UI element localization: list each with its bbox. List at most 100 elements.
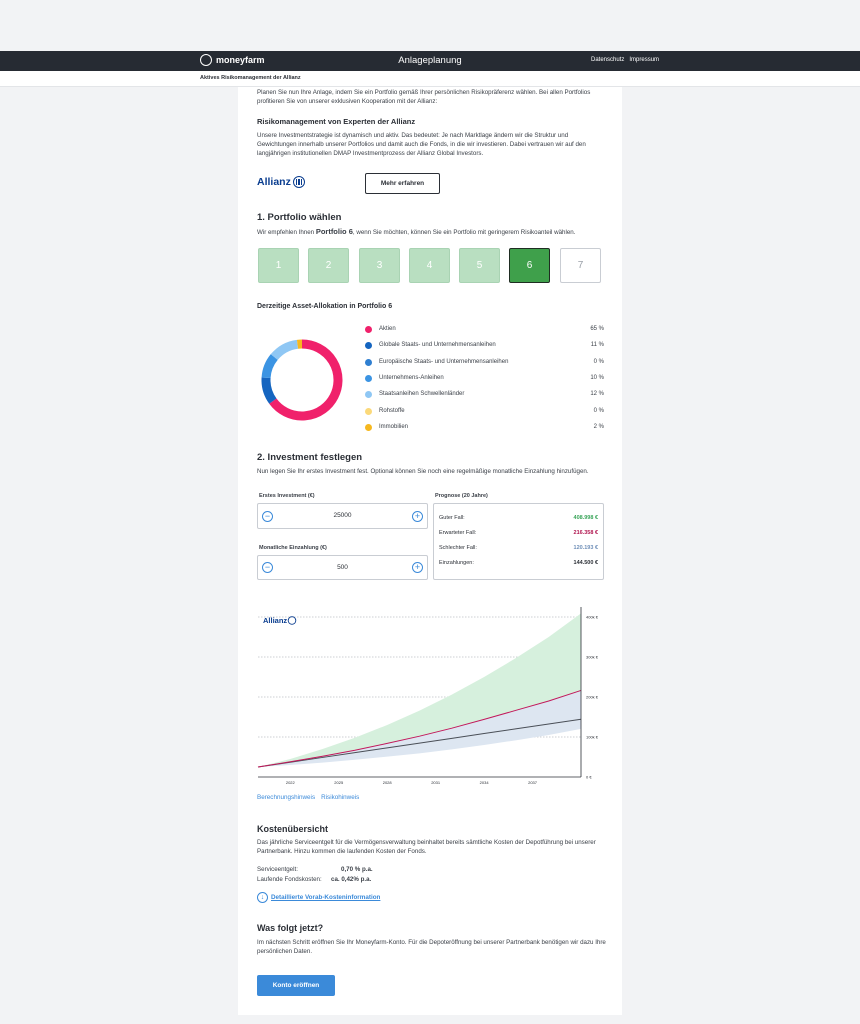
- sub-header: Aktives Risikomanagement der Allianz: [0, 71, 860, 87]
- risk-management-text: Unsere Investmentstrategie ist dynamisch…: [257, 132, 586, 158]
- portfolio-heading: 1. Portfolio wählen: [257, 212, 342, 223]
- forecast-row: Einzahlungen: 144.500 €: [439, 560, 598, 569]
- allocation-percent: 11 %: [590, 342, 604, 349]
- intro-text: Planen Sie nun Ihre Anlage, indem Sie ei…: [257, 89, 591, 106]
- impressum-link[interactable]: Impressum: [629, 57, 660, 63]
- donut-slice: [270, 339, 299, 361]
- brand-name: moneyfarm: [216, 55, 265, 65]
- allocation-row: Rohstoffe 0 %: [365, 407, 604, 417]
- service-fee-value: 0,70 % p.a.: [341, 866, 373, 873]
- portfolio-option-4[interactable]: 4: [409, 248, 450, 283]
- donut-slice: [269, 339, 343, 421]
- forecast-label: Guter Fall:: [439, 515, 465, 521]
- forecast-box: Guter Fall: 408.998 € Erwarteter Fall: 216.…: [433, 503, 604, 580]
- allianz-eagle-icon: [292, 176, 305, 188]
- donut-slice: [261, 354, 278, 379]
- risikohinweis-link[interactable]: Risikohinweis: [321, 794, 360, 801]
- recommended-portfolio: Portfolio 6: [315, 227, 353, 236]
- allocation-label: Immobilien: [379, 423, 409, 430]
- portfolio-option-7[interactable]: 7: [560, 248, 601, 283]
- berechnungshinweis-link[interactable]: Berechnungshinweis: [257, 794, 316, 801]
- cost-information-link[interactable]: Detaillierte Vorab-Kosteninformation: [271, 894, 381, 901]
- datenschutz-link[interactable]: Datenschutz: [591, 57, 625, 63]
- chart-deposits-line: [257, 718, 582, 768]
- allocation-color-dot: [365, 407, 372, 415]
- forecast-row: Erwarteter Fall: 216.358 €: [439, 530, 598, 539]
- allocation-row: Globale Staats- und Unternehmensanleihen…: [365, 341, 604, 351]
- next-steps-text: Im nächsten Schritt eröffnen Sie Ihr Mon…: [257, 939, 606, 956]
- allianz-logo: Allianz: [257, 176, 305, 188]
- allocation-row: Staatsanleihen Schwellenländer 12 %: [365, 390, 604, 400]
- monthly-deposit-stepper: − 500 +: [257, 555, 428, 580]
- forecast-label: Erwarteter Fall:: [439, 530, 477, 536]
- cost-heading: Kostenübersicht: [257, 824, 329, 834]
- allocation-color-dot: [365, 358, 372, 366]
- chart-allianz-eagle-icon: [287, 616, 297, 625]
- chart-x-tick-label: 2034: [480, 780, 490, 785]
- portfolio-option-1[interactable]: 1: [258, 248, 299, 283]
- allocation-color-dot: [365, 423, 372, 431]
- cost-download[interactable]: ↓ Detaillierte Vorab-Kosteninformation: [257, 892, 380, 903]
- chart-x-tick-label: 2022: [286, 780, 296, 785]
- allocation-color-dot: [365, 391, 372, 399]
- monthly-deposit-minus-icon[interactable]: −: [262, 562, 273, 573]
- forecast-label: Prognose (20 Jahre): [435, 493, 488, 499]
- forecast-row: Guter Fall: 408.998 €: [439, 515, 598, 524]
- forecast-row: Schlechter Fall: 120.193 €: [439, 545, 598, 554]
- first-investment-value[interactable]: 25000: [333, 512, 352, 519]
- monthly-deposit-value[interactable]: 500: [337, 563, 348, 571]
- portfolio-option-2[interactable]: 2: [308, 248, 349, 283]
- allocation-row: Aktien 65 %: [365, 325, 604, 335]
- first-investment-label: Erstes Investment (€): [259, 493, 315, 499]
- chart-y-tick-label: 0 €: [586, 775, 592, 780]
- portfolio-option-3[interactable]: 3: [359, 248, 400, 283]
- chart-x-tick-label: 2028: [383, 780, 393, 785]
- chart-x-tick-label: 2025: [334, 780, 344, 785]
- mehr-erfahren-button[interactable]: Mehr erfahren: [365, 173, 440, 194]
- sub-header-text: Aktives Risikomanagement der Allianz: [200, 75, 301, 81]
- allocation-percent: 0 %: [593, 407, 604, 414]
- forecast-chart: 0 € 100k € 200k € 300k € 400k € 2022 2025 2028 2…: [257, 607, 599, 785]
- portfolio-option-5[interactable]: 5: [459, 248, 500, 283]
- allocation-percent: 2 %: [593, 423, 604, 430]
- allocation-row: Unternehmens-Anleihen 10 %: [365, 374, 604, 384]
- forecast-value: 120.193 €: [573, 545, 598, 551]
- allocation-label: Europäische Staats- und Unternehmensanle…: [379, 358, 509, 365]
- moneyfarm-logo[interactable]: moneyfarm: [200, 54, 265, 66]
- moneyfarm-logo-icon: [200, 54, 212, 66]
- first-investment-plus-icon[interactable]: +: [412, 510, 423, 522]
- allocation-heading: Derzeitige Asset-Allokation in Portfolio…: [257, 303, 393, 310]
- chart-links: Berechnungshinweis Risikohinweis: [257, 794, 359, 801]
- allocation-color-dot: [365, 326, 372, 333]
- donut-slice: [261, 377, 277, 404]
- forecast-value: 144.500 €: [573, 560, 598, 566]
- open-account-button[interactable]: Konto eröffnen: [257, 975, 335, 996]
- allocation-label: Rohstoffe: [379, 407, 405, 414]
- chart-y-tick-label: 200k €: [586, 695, 599, 700]
- chart-y-tick-label: 300k €: [586, 655, 599, 660]
- investment-text: Nun legen Sie Ihr erstes Investment fest…: [257, 468, 589, 475]
- top-navbar: moneyfarm Anlageplanung Datenschutz Impr…: [0, 51, 860, 71]
- risk-management-title: Risikomanagement von Experten der Allian…: [257, 117, 416, 126]
- portfolio-option-6-selected[interactable]: 6: [509, 248, 550, 283]
- chart-y-tick-label: 100k €: [586, 735, 599, 740]
- monthly-deposit-label: Monatliche Einzahlung (€): [259, 545, 327, 551]
- allocation-label: Aktien: [379, 326, 396, 332]
- fund-cost-label: Laufende Fondskosten:: [257, 876, 322, 883]
- first-investment-minus-icon[interactable]: −: [262, 510, 273, 522]
- download-icon: ↓: [257, 892, 268, 903]
- chart-x-tick-label: 2037: [528, 780, 538, 785]
- main-card: Planen Sie nun Ihre Anlage, indem Sie ei…: [238, 87, 622, 1015]
- forecast-label: Schlechter Fall:: [439, 545, 477, 551]
- portfolio-recommendation: Wir empfehlen Ihnen Portfolio 6, wenn Si…: [257, 227, 576, 236]
- allocation-donut-chart: [261, 339, 343, 421]
- monthly-deposit-plus-icon[interactable]: +: [412, 562, 423, 573]
- forecast-value: 408.998 €: [573, 515, 598, 521]
- allocation-label: Staatsanleihen Schwellenländer: [379, 391, 465, 398]
- chart-allianz-logo: Allianz: [263, 616, 287, 625]
- allocation-label: Unternehmens-Anleihen: [379, 374, 444, 381]
- fund-cost-value: ca. 0,42% p.a.: [331, 876, 372, 883]
- investment-heading: 2. Investment festlegen: [257, 452, 363, 463]
- service-fee-label: Serviceentgelt:: [257, 866, 298, 873]
- allocation-row: Immobilien 2 %: [365, 423, 604, 433]
